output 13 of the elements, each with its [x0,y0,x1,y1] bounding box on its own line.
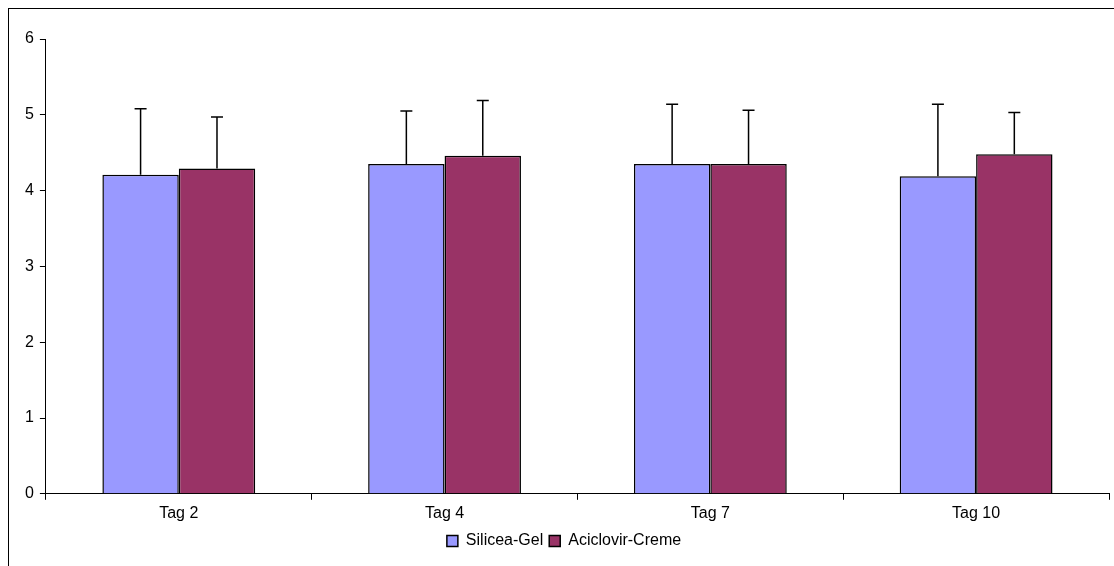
x-tick-label: Tag 10 [952,503,1001,521]
y-tick-label: 6 [24,29,34,47]
y-tick-label: 3 [24,256,34,274]
x-tick-label: Tag 4 [424,503,465,521]
y-tick-label: 2 [24,332,34,350]
legend-label: Silicea-Gel [465,531,544,549]
y-tick-label: 4 [24,181,34,199]
y-tick-label: 0 [24,484,34,502]
x-tick-label: Tag 7 [690,503,731,521]
x-tick-label: Tag 2 [159,503,199,521]
y-tick-label: 5 [24,105,34,123]
legend-label: Aciclovir-Creme [568,531,682,549]
y-tick-label: 1 [24,408,34,426]
